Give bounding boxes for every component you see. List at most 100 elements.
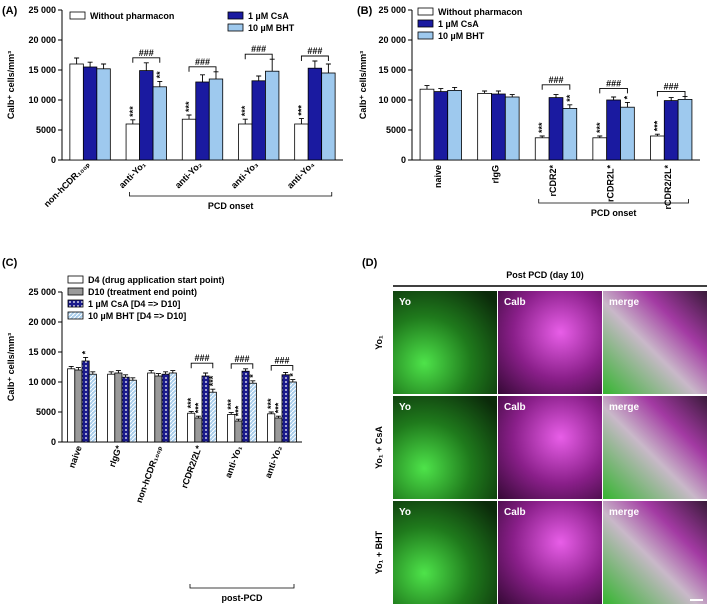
significance: *** [296,105,306,116]
channel-label: Calb [504,297,526,308]
panel-title: Post PCD (day 10) [506,270,584,280]
y-tick-label: 15 000 [28,65,56,75]
significance: *** [537,122,547,133]
y-tick-label: 25 000 [28,5,56,15]
legend-swatch [67,287,84,296]
significance: *** [240,105,250,116]
error-bar [624,101,630,108]
bar [154,375,163,443]
error-bar [482,90,488,94]
group-significance: ### [548,75,563,85]
legend-swatch [67,311,84,320]
y-tick-label: 0 [51,437,56,447]
error-bar [90,371,96,375]
x-tick-label: anti-Yo₃ [229,159,260,190]
bar [161,373,170,443]
bar [267,413,276,443]
error-bar [170,370,176,373]
bar [433,91,449,161]
group-bracket [189,584,295,589]
bar [81,360,90,443]
y-tick-label: 10 000 [378,95,406,105]
bar [69,63,84,161]
significance-bracket [230,363,254,369]
bar [67,368,76,443]
bar [534,137,550,161]
bar [187,412,196,443]
bar [663,100,679,161]
significance: *** [128,106,138,117]
legend-label: 10 µM BHT [D4 => D10] [88,311,186,321]
error-bar [654,133,660,136]
y-tick-label: 20 000 [28,35,56,45]
bar [650,135,665,161]
y-tick-label: 15 000 [28,347,56,357]
significance: *** [186,397,196,408]
legend-swatch [417,31,434,40]
error-bar [68,365,74,369]
micrograph [498,291,602,394]
bar [88,373,97,443]
significance: *** [595,122,605,133]
bar [147,372,156,443]
bar [251,80,266,161]
group-significance: ### [234,354,249,364]
x-tick-label: rCDR2/2L* [663,165,673,210]
micrograph [498,501,602,604]
y-tick-label: 25 000 [378,5,406,15]
bar [114,372,123,443]
error-bar [553,94,559,98]
group-significance: ### [307,46,322,56]
channel-label: Yo [399,402,411,413]
error-bar [108,371,114,375]
error-bar [268,411,274,414]
x-tick-label: anti-Yo₂ [173,159,204,190]
error-bar [283,371,289,375]
channel-label: Yo [399,297,411,308]
x-tick-label: anti-Yo₁ [117,159,148,190]
bar [128,379,137,443]
x-tick-label: naive [67,444,84,469]
x-tick-label: rIgG [490,165,500,184]
significance-bracket [300,55,329,61]
micrograph [393,501,497,604]
channel-label: Yo [399,507,411,518]
error-bar [203,372,209,376]
channel-label: merge [609,507,639,518]
legend-swatch [227,23,244,32]
x-tick-label: non-hCDR₁₀₀ₚ [134,444,164,504]
bar [234,420,243,443]
bar [321,72,336,161]
legend-label: 1 µM CsA [438,19,479,29]
y-axis-label: Calb⁺ cells/mm³ [6,51,16,119]
y-axis-label: Calb⁺ cells/mm³ [358,51,368,119]
bar [74,369,83,443]
error-bar [682,95,688,100]
error-bar [87,61,93,67]
y-tick-label: 25 000 [28,287,56,297]
significance: * [622,95,632,99]
bar [477,93,492,161]
error-bar [438,88,444,92]
legend-label: D10 (treatment end point) [88,287,197,297]
error-bar [74,57,80,64]
y-tick-label: 5000 [36,125,56,135]
error-bar [163,371,169,375]
bar [294,123,309,161]
significance: *** [273,402,283,413]
error-bar [290,379,296,382]
error-bar [325,63,331,73]
legend-label: D4 (drug application start point) [88,275,225,285]
legend-swatch [417,7,434,16]
bar [504,96,520,161]
x-tick-label: rCDR2/2L* [179,444,204,490]
micrograph [603,501,707,604]
error-bar [213,71,219,79]
error-bar [269,58,275,72]
group-significance: ### [139,48,154,58]
channel-label: merge [609,297,639,308]
bar [241,370,250,443]
legend-swatch [227,11,244,20]
x-tick-label: naive [433,165,443,188]
bar [592,137,608,161]
